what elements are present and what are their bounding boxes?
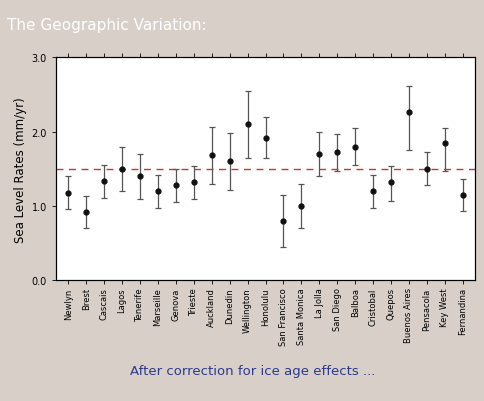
Text: The Geographic Variation:: The Geographic Variation:	[7, 18, 207, 33]
Y-axis label: Sea Level Rates (mm/yr): Sea Level Rates (mm/yr)	[14, 97, 27, 242]
Text: After correction for ice age effects ...: After correction for ice age effects ...	[129, 365, 374, 377]
